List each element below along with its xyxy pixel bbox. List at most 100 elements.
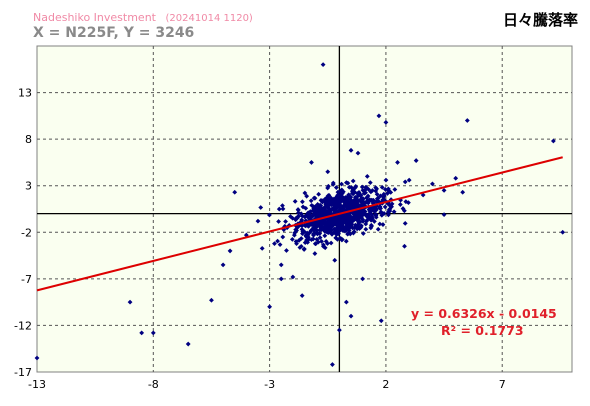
data-point xyxy=(355,150,361,156)
data-point xyxy=(310,226,315,232)
data-point xyxy=(324,198,330,204)
brand-name: Nadeshiko Investment xyxy=(33,11,156,24)
data-point xyxy=(311,232,316,237)
data-point xyxy=(302,222,308,228)
data-point xyxy=(357,197,363,203)
data-point xyxy=(294,241,299,247)
data-point xyxy=(365,193,371,199)
data-point xyxy=(339,191,345,196)
data-point xyxy=(340,197,346,203)
data-point xyxy=(346,230,351,236)
data-point xyxy=(366,186,371,192)
data-point xyxy=(289,237,295,242)
y-tick-label: 13 xyxy=(18,87,32,100)
data-point xyxy=(313,224,319,230)
data-point xyxy=(335,189,341,195)
data-point xyxy=(441,212,447,217)
data-point xyxy=(306,237,312,242)
data-point xyxy=(327,209,333,215)
data-point xyxy=(291,232,297,238)
data-point xyxy=(321,227,327,233)
data-point xyxy=(290,274,296,280)
data-point xyxy=(334,226,340,232)
data-point xyxy=(359,184,365,190)
data-point xyxy=(328,240,334,246)
data-point xyxy=(323,222,328,228)
data-point xyxy=(301,246,307,252)
data-point xyxy=(367,180,373,186)
data-point xyxy=(360,196,366,202)
data-point xyxy=(318,205,324,211)
y-tick-label: 8 xyxy=(25,133,32,146)
data-point xyxy=(351,212,357,217)
data-point xyxy=(150,330,156,336)
data-point xyxy=(560,229,566,235)
data-point xyxy=(365,212,371,218)
data-point xyxy=(309,222,315,228)
data-point xyxy=(303,234,309,239)
data-point xyxy=(460,189,466,195)
data-point xyxy=(325,212,331,217)
data-point xyxy=(550,138,556,144)
data-point xyxy=(316,191,322,197)
brand-label: Nadeshiko Investment (20241014 1120) xyxy=(33,11,253,24)
data-point xyxy=(295,207,301,212)
data-point xyxy=(400,206,406,211)
data-point xyxy=(334,219,340,225)
data-point xyxy=(277,242,283,247)
data-point xyxy=(255,218,261,224)
data-point xyxy=(453,175,459,181)
data-point xyxy=(343,195,348,200)
data-point xyxy=(343,218,349,224)
data-point xyxy=(350,178,356,184)
data-point xyxy=(314,237,320,242)
data-point xyxy=(312,204,318,210)
data-point xyxy=(322,207,328,213)
data-point xyxy=(295,213,301,219)
data-point xyxy=(305,232,311,238)
y-tick-label: -12 xyxy=(14,319,32,332)
x-tick-label: 2 xyxy=(382,378,389,391)
data-point xyxy=(343,203,349,209)
data-point xyxy=(356,190,362,195)
data-point xyxy=(323,204,328,209)
data-point xyxy=(185,341,191,347)
data-point xyxy=(336,327,342,333)
data-point xyxy=(317,235,323,241)
data-point xyxy=(288,214,293,219)
data-point xyxy=(344,198,350,204)
data-point xyxy=(294,215,300,221)
data-point xyxy=(139,330,145,336)
data-point xyxy=(377,221,383,227)
data-point xyxy=(360,231,366,236)
data-point xyxy=(343,299,349,305)
data-point xyxy=(340,228,346,233)
data-point xyxy=(331,200,337,206)
data-point xyxy=(370,188,375,193)
data-point xyxy=(319,239,324,244)
data-point xyxy=(369,198,375,204)
data-point xyxy=(328,202,334,208)
data-point xyxy=(332,257,338,263)
data-point xyxy=(359,214,364,220)
data-point xyxy=(403,199,409,205)
data-point xyxy=(378,318,384,324)
data-point xyxy=(267,304,273,310)
data-point xyxy=(325,169,331,175)
data-point xyxy=(344,228,349,233)
data-point xyxy=(348,147,354,153)
data-point xyxy=(346,184,352,190)
data-point xyxy=(361,190,367,196)
gridlines xyxy=(37,46,572,372)
data-point xyxy=(312,195,318,201)
data-point xyxy=(355,191,360,196)
data-point xyxy=(441,187,447,193)
data-point xyxy=(339,187,345,193)
data-point xyxy=(373,185,379,191)
data-point xyxy=(308,228,314,233)
data-point xyxy=(340,205,346,211)
data-point xyxy=(298,243,304,249)
data-point xyxy=(313,220,319,226)
data-point xyxy=(299,293,305,299)
data-point xyxy=(397,202,403,207)
